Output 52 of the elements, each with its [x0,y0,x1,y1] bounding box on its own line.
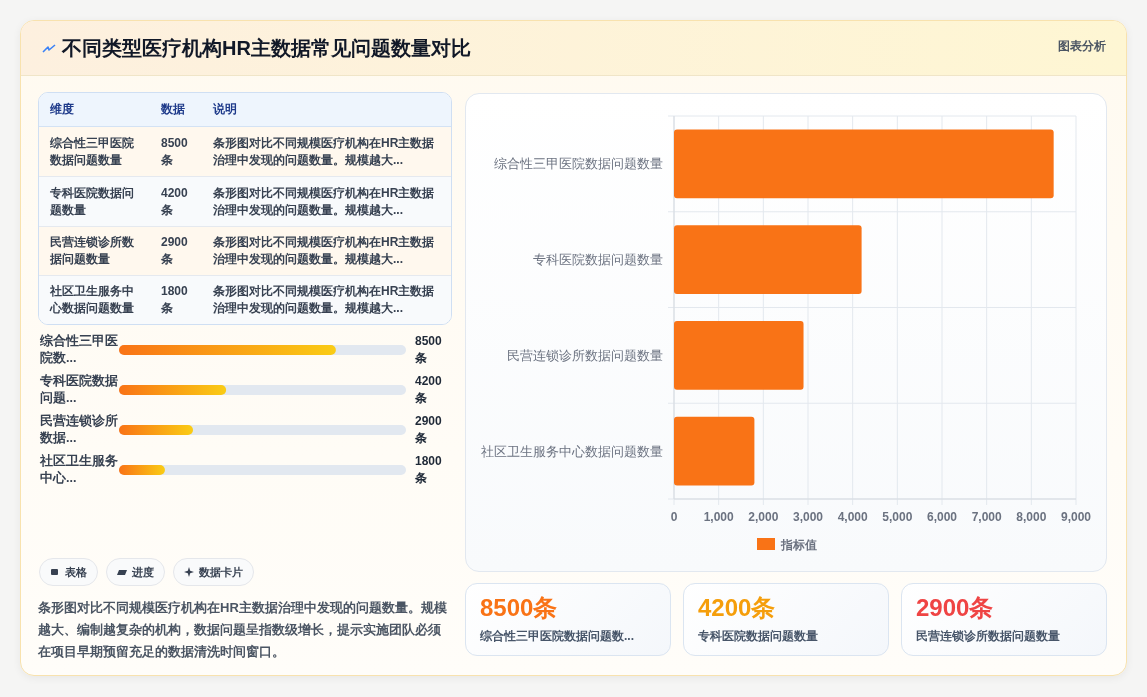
x-tick-label: 8,000 [1016,510,1047,524]
y-tick-label: 综合性三甲医院数据问题数量 [494,157,663,172]
text: 综合性三甲医院数据问题数... [480,628,635,644]
text: 条形图对比不同规模医疗机构在HR主数据治理中发现的问题数量。规模越大... [213,235,435,267]
y-tick-label: 社区卫生服务中心... [40,453,119,487]
bar [674,225,862,295]
category-label: 数据 [161,101,185,118]
x-tick-label: 1,000 [703,510,735,524]
bar [674,129,1054,199]
text: 8500条 [161,135,188,167]
text: 8500条 [480,594,558,621]
y-tick-label: 综合性三甲医院数... [40,333,119,367]
text: 条形图对比不同规模医疗机构在HR主数据治理中发现的问题数量。规模越大... [213,185,435,217]
x-tick-label: 5,000 [882,510,913,524]
x-tick-label: 3,000 [792,510,824,524]
category-label: 说明 [213,101,237,118]
bar [119,425,193,435]
text: 进度 [132,564,154,580]
text: 条形图对比不同规模医疗机构在HR主数据治理中发现的问题数量。规模越大... [213,135,435,167]
x-tick-label: 2,000 [748,510,779,524]
x-tick-label: 9,000 [1060,510,1092,524]
text: 专科医院数据问题数量 [698,628,818,644]
data-label: 1800条 [415,453,443,487]
category-label: 维度 [50,101,74,118]
text: 4200条 [698,594,776,621]
data-label: 8500条 [415,333,443,367]
text: 表格 [65,564,87,580]
x-tick-label: 7,000 [971,510,1003,524]
text: 图表分析 [1058,38,1106,55]
y-tick-label: 专科医院数据问题数量 [533,253,663,268]
x-tick-label: 6,000 [926,510,958,524]
legend-label: 指标值 [780,537,817,552]
x-tick-label: 4,000 [837,510,869,524]
text: 数据卡片 [199,564,243,580]
text: 2900条 [161,235,188,267]
y-tick-label: 社区卫生服务中心数据问题数量 [481,443,663,459]
text: 条形图对比不同规模医疗机构在HR主数据治理中发现的问题数量。规模越大... [213,284,435,316]
text: 4200条 [161,185,188,217]
y-tick-label: 民营连锁诊所数据问题数量 [507,348,663,363]
x-tick-label: 0 [670,510,678,524]
text: 1800条 [161,284,188,316]
bar [119,465,165,475]
text: 2900条 [916,594,994,621]
data-label: 2900条 [415,413,443,447]
text: 条形图对比不同规模医疗机构在HR主数据治理中发现的问题数量。规模越大、编制越复杂的机构，数据问题呈指数级增长，提示实施团队必须在项目早期预留充足的数据清洗时间窗口。 [38,599,448,661]
text: 民营连锁诊所数据问题数量 [916,628,1060,644]
data-label: 4200条 [415,373,443,407]
text: 不同类型医疗机构HR主数据常见问题数量对比 [62,36,471,61]
bar [674,416,755,486]
y-tick-label: 民营连锁诊所数据... [40,413,119,447]
y-tick-label: 专科医院数据问题... [40,373,119,407]
bar [674,320,804,390]
